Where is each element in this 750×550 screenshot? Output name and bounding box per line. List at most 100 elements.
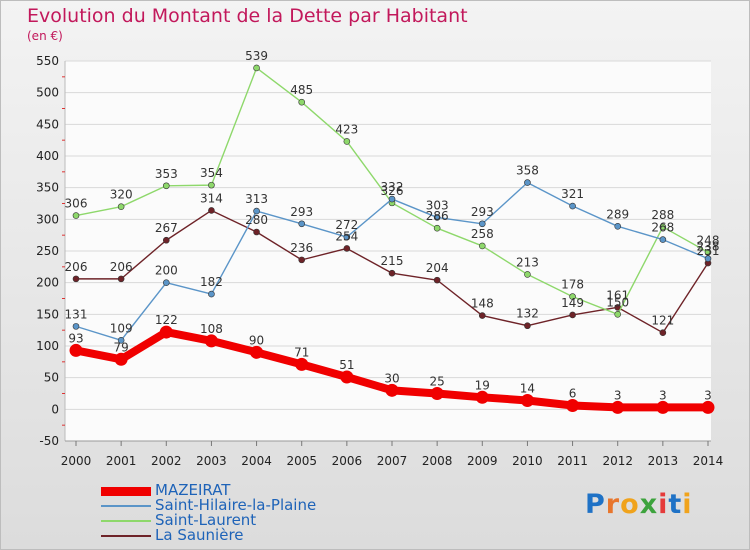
x-tick-label: 2010: [512, 454, 543, 468]
data-point: [117, 336, 125, 344]
x-tick-label: 2001: [106, 454, 137, 468]
data-label: 108: [200, 322, 223, 336]
data-point: [524, 179, 531, 186]
legend-item: Saint-Laurent: [101, 511, 421, 529]
x-tick-label: 2012: [602, 454, 633, 468]
data-point: [204, 334, 218, 348]
data-point: [659, 236, 667, 243]
data-point: [343, 245, 351, 252]
data-label: 238: [697, 240, 720, 254]
data-label: 231: [697, 244, 720, 258]
data-label: 539: [245, 49, 268, 63]
data-point: [704, 248, 712, 256]
legend-item: Saint-Hilaire-la-Plaine: [101, 496, 421, 514]
data-label: 121: [651, 314, 674, 328]
data-point: [433, 276, 441, 284]
data-point: [72, 323, 80, 330]
y-tick-label: 100: [36, 339, 59, 353]
data-label: 6: [569, 387, 577, 401]
data-label: 93: [68, 331, 83, 345]
data-point: [569, 311, 576, 319]
legend-label: Saint-Laurent: [155, 511, 257, 529]
data-label: 423: [335, 122, 358, 136]
data-label: 268: [651, 221, 674, 235]
data-point: [298, 256, 306, 264]
data-label: 293: [471, 205, 494, 219]
data-label: 132: [516, 307, 539, 321]
data-label: 200: [155, 264, 178, 278]
data-label: 288: [651, 208, 674, 222]
data-label: 3: [659, 388, 667, 402]
data-label: 215: [381, 254, 404, 268]
chart-title: Evolution du Montant de la Dette par Hab…: [27, 5, 468, 27]
logo-letter: o: [620, 489, 640, 520]
y-tick-label: 150: [36, 307, 59, 321]
data-point: [524, 322, 531, 330]
data-point: [250, 345, 264, 359]
x-tick-label: 2009: [467, 454, 498, 468]
data-label: 280: [245, 213, 268, 227]
data-point: [117, 203, 125, 210]
data-label: 204: [426, 261, 449, 275]
y-tick-label: 200: [36, 276, 59, 290]
x-tick-label: 2007: [377, 454, 408, 468]
data-point: [208, 290, 215, 298]
data-point: [478, 312, 486, 319]
data-label: 267: [155, 221, 178, 235]
y-tick-label: -50: [39, 434, 59, 448]
data-point: [433, 214, 441, 221]
data-label: 293: [290, 205, 313, 219]
data-label: 178: [561, 278, 584, 292]
data-point: [340, 370, 354, 384]
data-point: [162, 182, 170, 190]
data-point: [566, 399, 580, 413]
data-point: [114, 352, 128, 366]
logo-letter: r: [605, 489, 621, 520]
y-tick-label: 350: [36, 181, 59, 195]
data-label: 71: [294, 345, 309, 359]
data-point: [704, 255, 712, 262]
data-label: 51: [339, 358, 354, 372]
data-point: [656, 400, 670, 414]
data-point: [159, 325, 173, 339]
data-point: [72, 275, 80, 283]
data-label: 258: [471, 227, 494, 241]
data-label: 149: [561, 296, 584, 310]
chart-unit: (en €): [27, 29, 63, 43]
data-point: [388, 195, 396, 203]
data-point: [253, 228, 260, 236]
data-label: 161: [606, 288, 629, 302]
data-point: [569, 293, 576, 300]
y-tick-label: 450: [36, 117, 59, 131]
y-tick-label: 500: [36, 86, 59, 100]
data-label: 90: [249, 333, 264, 347]
data-label: 321: [561, 187, 584, 201]
x-tick-label: 2002: [151, 454, 182, 468]
y-tick-label: 300: [36, 212, 59, 226]
data-label: 109: [110, 321, 133, 335]
data-label: 326: [381, 184, 404, 198]
data-label: 306: [65, 197, 88, 211]
data-point: [475, 390, 489, 404]
data-label: 25: [430, 375, 445, 389]
legend-swatch: [101, 505, 151, 507]
data-label: 3: [704, 388, 712, 402]
legend-label: MAZEIRAT: [155, 481, 231, 499]
data-point: [298, 98, 306, 106]
data-point: [701, 400, 715, 414]
data-point: [295, 357, 309, 371]
logo-letter: x: [639, 489, 659, 520]
x-tick-label: 2006: [332, 454, 363, 468]
data-point: [253, 207, 260, 215]
x-tick-label: 2013: [648, 454, 679, 468]
data-point: [388, 269, 396, 277]
data-point: [162, 236, 170, 244]
data-point: [430, 387, 444, 400]
data-label: 236: [290, 241, 313, 255]
legend-swatch: [101, 487, 151, 496]
data-label: 150: [606, 295, 629, 309]
data-label: 485: [290, 83, 313, 97]
data-label: 303: [426, 198, 449, 212]
